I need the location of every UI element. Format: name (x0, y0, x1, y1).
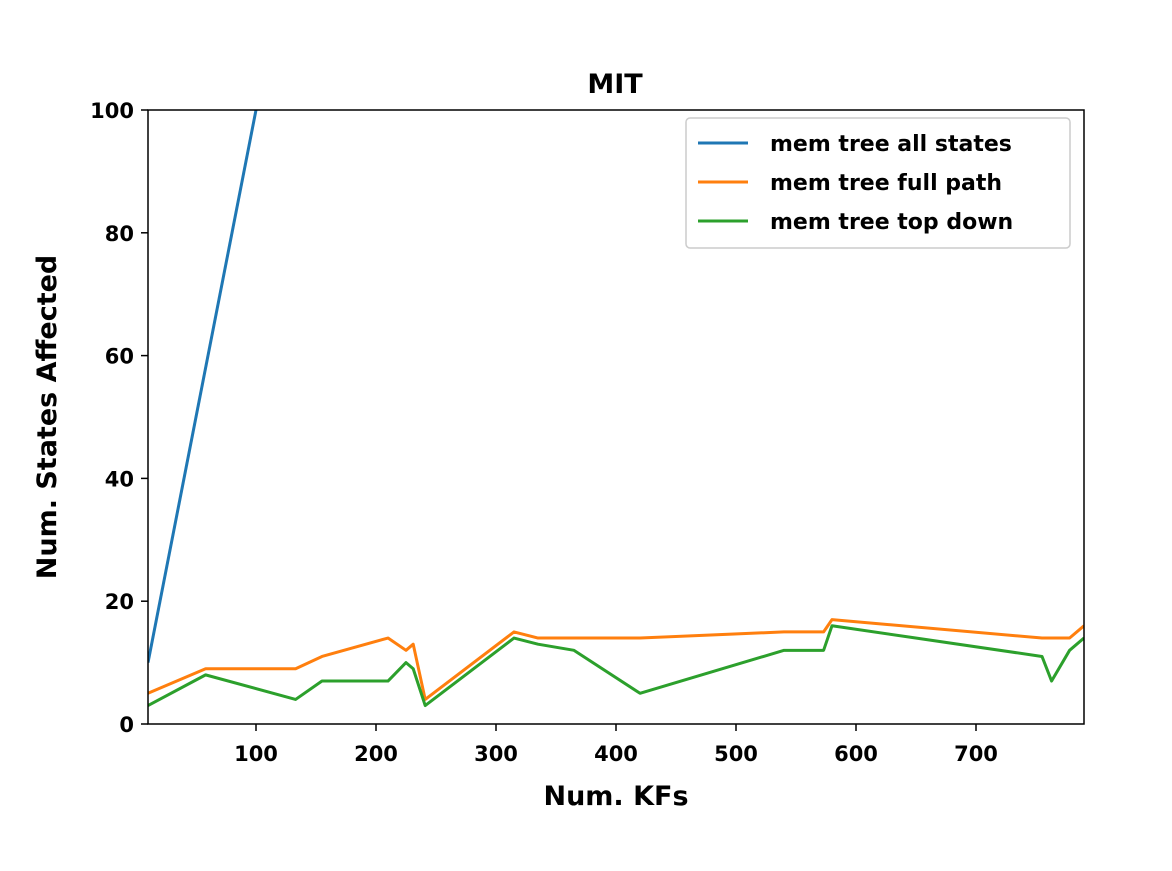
y-axis: 0 20 40 60 80 100 (90, 99, 148, 737)
x-tick-label: 300 (474, 742, 518, 766)
series-line-1 (148, 110, 258, 663)
legend-label-3: mem tree top down (770, 210, 1013, 235)
x-tick-label: 700 (954, 742, 998, 766)
series-line-3 (148, 624, 1084, 708)
legend-label-1: mem tree all states (770, 132, 1012, 157)
y-axis-label: Num. States Affected (32, 255, 63, 580)
y-tick-label: 20 (105, 590, 134, 614)
y-tick-label: 60 (105, 345, 134, 369)
y-tick-label: 40 (105, 467, 134, 491)
x-tick-label: 600 (834, 742, 878, 766)
y-tick-label: 80 (105, 222, 134, 246)
y-tick-label: 0 (119, 713, 134, 737)
x-tick-label: 500 (714, 742, 758, 766)
chart-title: MIT (587, 69, 643, 100)
legend-box (685, 117, 1071, 249)
x-tick-label: 400 (594, 742, 638, 766)
legend: mem tree all states mem tree full path mem… (685, 117, 1071, 249)
x-axis: 100 200 300 400 500 600 700 (234, 724, 998, 766)
y-tick-label: 100 (90, 99, 134, 123)
legend-label-2: mem tree full path (770, 171, 1002, 196)
series-line-2 (148, 618, 1084, 701)
x-tick-label: 200 (354, 742, 398, 766)
x-axis-label: Num. KFs (543, 781, 688, 812)
x-tick-label: 100 (234, 742, 278, 766)
